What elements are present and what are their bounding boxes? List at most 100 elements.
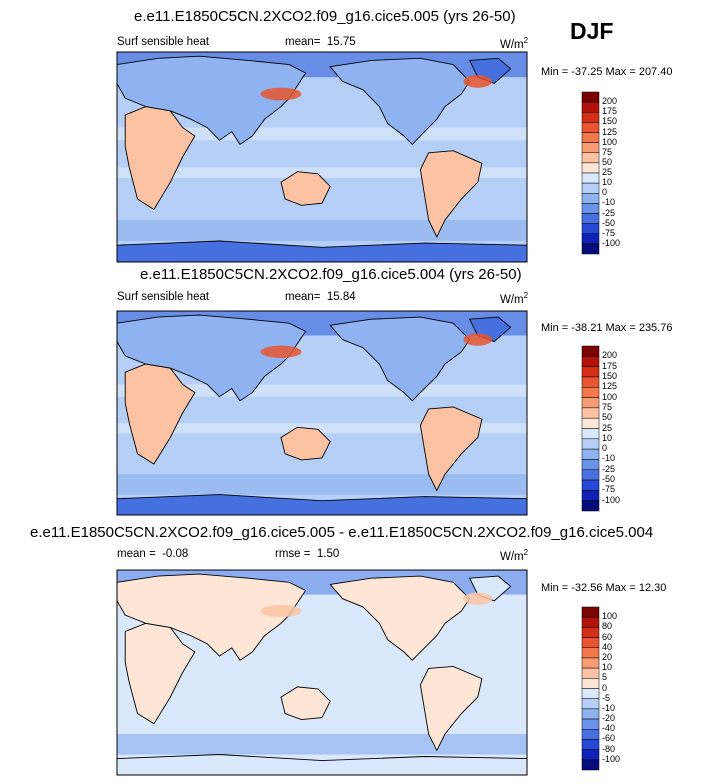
colorbar-tick-label: 60 [602,631,613,642]
colorbar-swatch [581,759,600,771]
map-band [117,682,527,693]
colorbar-tick-label: 100 [602,391,618,402]
panel-3-units-exp: 2 [523,548,529,557]
colorbar-swatch [581,647,600,659]
colorbar-swatch [581,182,600,194]
colorbar-swatch [581,132,600,143]
colorbar-swatch [581,729,600,740]
colorbar-swatch [581,637,600,648]
map-border [116,569,528,776]
colorbar-tick-label: -50 [602,217,616,228]
panel-2-mean-label: mean= 15.84 [285,291,356,303]
continent-australia [280,426,331,461]
continent-eurasia [116,314,307,402]
colorbar-tick-label: 150 [602,370,618,381]
panel-1-mean-label: mean= 15.75 [285,36,356,48]
season-label: DJF [570,18,614,44]
colorbar-swatch [581,397,600,409]
panel-3-units: W/m2 [500,548,528,563]
continent-eurasia [116,573,307,661]
map-band [117,220,527,241]
panel-3-mean-value: -0.08 [162,548,189,560]
map-band [117,167,527,178]
map-panel-1 [116,51,528,263]
continent-namerica [329,316,471,402]
colorbar-swatch [581,101,600,113]
colorbar-swatch [581,345,600,357]
colorbar-swatch [581,479,600,491]
colorbar-swatch [581,490,600,501]
colorbar-swatch [581,172,600,184]
colorbar-tick-label: 100 [602,611,618,622]
colorbar-tick-label: 75 [602,401,613,412]
panel-1-mean-text: mean= [285,36,321,48]
colorbar-swatch [581,366,600,378]
colorbar-tick-label: 25 [602,167,613,177]
colorbar-tick-label: 5 [602,672,608,683]
colorbar-tick-label: -100 [602,494,621,505]
panel-1-units-text: W/m [500,38,524,51]
colorbar-swatch [581,688,600,699]
panel-3-mean-text: mean = [117,548,156,560]
hotspot [260,345,302,358]
colorbar-2 [581,345,600,512]
continent-samerica [419,665,483,752]
colorbar-swatch [581,606,600,618]
colorbar-tick-label: -10 [602,197,616,208]
colorbar-tick-label: 20 [602,651,613,662]
colorbar-swatch [581,749,600,761]
colorbar-swatch [581,678,600,689]
map-band [117,474,527,495]
panel-3-title: e.e11.E1850C5CN.2XCO2.f09_g16.cice5.005 … [30,524,654,541]
colorbar-swatch [581,500,600,512]
panel-2-mean-text: mean= [285,291,321,303]
map-border [116,51,528,263]
colorbar-tick-label: 175 [602,106,618,117]
panel-1-units-exp: 2 [523,36,529,45]
hotspot [463,75,493,88]
colorbar-tick-label: -80 [602,743,616,754]
colorbar-1 [581,91,600,255]
colorbar-swatch [581,142,600,153]
colorbar-tick-label: 40 [602,641,613,652]
colorbar-tick-label: 10 [602,177,613,188]
colorbar-swatch [581,223,600,234]
continent-samerica [419,406,483,492]
panel-2-units: W/m2 [500,291,528,306]
colorbar-swatch [581,122,600,133]
colorbar-swatch [581,91,600,103]
panel-3-minmax: Min = -32.56 Max = 12.30 [541,582,667,594]
colorbar-tick-label: -10 [602,453,616,464]
colorbar-swatch [581,112,600,123]
colorbar-swatch [581,233,600,245]
panel-3-rmse-value: 1.50 [316,548,340,560]
colorbar-tick-label: -100 [602,753,621,764]
colorbar-tick-label: 75 [602,146,613,157]
colorbar-tick-label: 25 [602,422,613,433]
continent-australia [280,171,331,206]
hotspot [463,333,493,346]
colorbar-swatch [581,448,600,460]
colorbar-tick-label: 80 [602,621,613,632]
panel-1-title: e.e11.E1850C5CN.2XCO2.f09_g16.cice5.005 … [134,8,516,25]
colorbar-tick-label: -50 [602,474,616,485]
colorbar-swatch [581,616,600,628]
panel-3-units-text: W/m [500,550,524,563]
colorbar-tick-label: 50 [602,156,613,167]
colorbar-tick-label: 10 [602,432,613,443]
continent-namerica [329,575,471,661]
colorbar-tick-label: -10 [602,702,616,713]
panel-2-mean-value: 15.84 [326,291,356,303]
colorbar-swatch [581,356,600,367]
panel-2-minmax: Min = -38.21 Max = 235.76 [541,322,673,334]
colorbar-tick-label: 150 [602,116,618,127]
map-border [116,310,528,516]
panel-1-minmax: Min = -37.25 Max = 207.40 [541,66,673,78]
colorbar-swatch [581,428,600,440]
colorbar-tick-label: -100 [602,237,621,248]
panel-2-field-label: Surf sensible heat [117,291,210,303]
panel-2-units-exp: 2 [523,291,529,300]
colorbar-tick-label: 50 [602,412,613,423]
colorbar-tick-label: -40 [602,723,616,734]
